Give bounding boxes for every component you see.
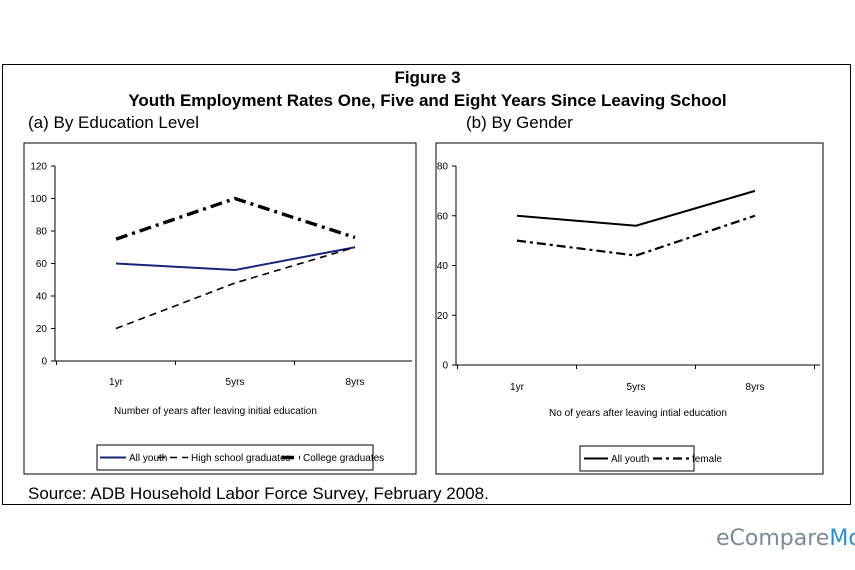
x-axis-label: Number of years after leaving initial ed…	[114, 406, 317, 417]
series-line-high-school-graduates	[115, 246, 356, 330]
y-tick-label: 20	[437, 311, 449, 322]
x-tick-label: 8yrs	[346, 377, 365, 388]
watermark-part2: Mo	[829, 526, 855, 551]
x-tick-label: 1yr	[109, 377, 124, 388]
y-tick-label: 100	[30, 194, 47, 205]
watermark-part1: eCompare	[716, 526, 830, 551]
y-tick-label: 0	[442, 361, 448, 372]
x-axis-label: No of years after leaving intial educati…	[549, 408, 727, 419]
x-tick-label: 5yrs	[627, 382, 646, 393]
legend-label: College graduates	[303, 453, 384, 464]
legend-label: All youth	[129, 453, 167, 464]
x-tick-label: 5yrs	[226, 377, 245, 388]
y-tick-label: 40	[36, 292, 48, 303]
panel-a-title: (a) By Education Level	[28, 113, 200, 132]
figure-subtitle: Youth Employment Rates One, Five and Eig…	[128, 91, 727, 110]
panel-0-box	[23, 142, 417, 475]
y-tick-label: 60	[36, 259, 48, 270]
legend-label: High school graduates	[191, 453, 291, 464]
figure-frame	[2, 64, 851, 505]
y-tick-label: 20	[36, 324, 48, 335]
x-tick-label: 1yr	[510, 382, 525, 393]
y-tick-label: 40	[437, 261, 449, 272]
legend-label: All youth	[611, 454, 649, 465]
y-tick-label: 120	[30, 162, 47, 173]
panel-1-box	[435, 142, 824, 475]
source-note: Source: ADB Household Labor Force Survey…	[28, 484, 489, 503]
series-line-female	[516, 214, 756, 257]
legend-box	[96, 444, 374, 471]
legend-label: female	[692, 454, 722, 465]
watermark-logo: eCompareMo	[716, 526, 855, 551]
figure-title: Figure 3	[394, 68, 461, 87]
x-tick-label: 8yrs	[746, 382, 765, 393]
panel-b-title: (b) By Gender	[466, 113, 573, 132]
y-tick-label: 80	[36, 227, 48, 238]
y-tick-label: 80	[437, 162, 449, 173]
y-tick-label: 0	[41, 357, 47, 368]
y-tick-label: 60	[437, 211, 449, 222]
